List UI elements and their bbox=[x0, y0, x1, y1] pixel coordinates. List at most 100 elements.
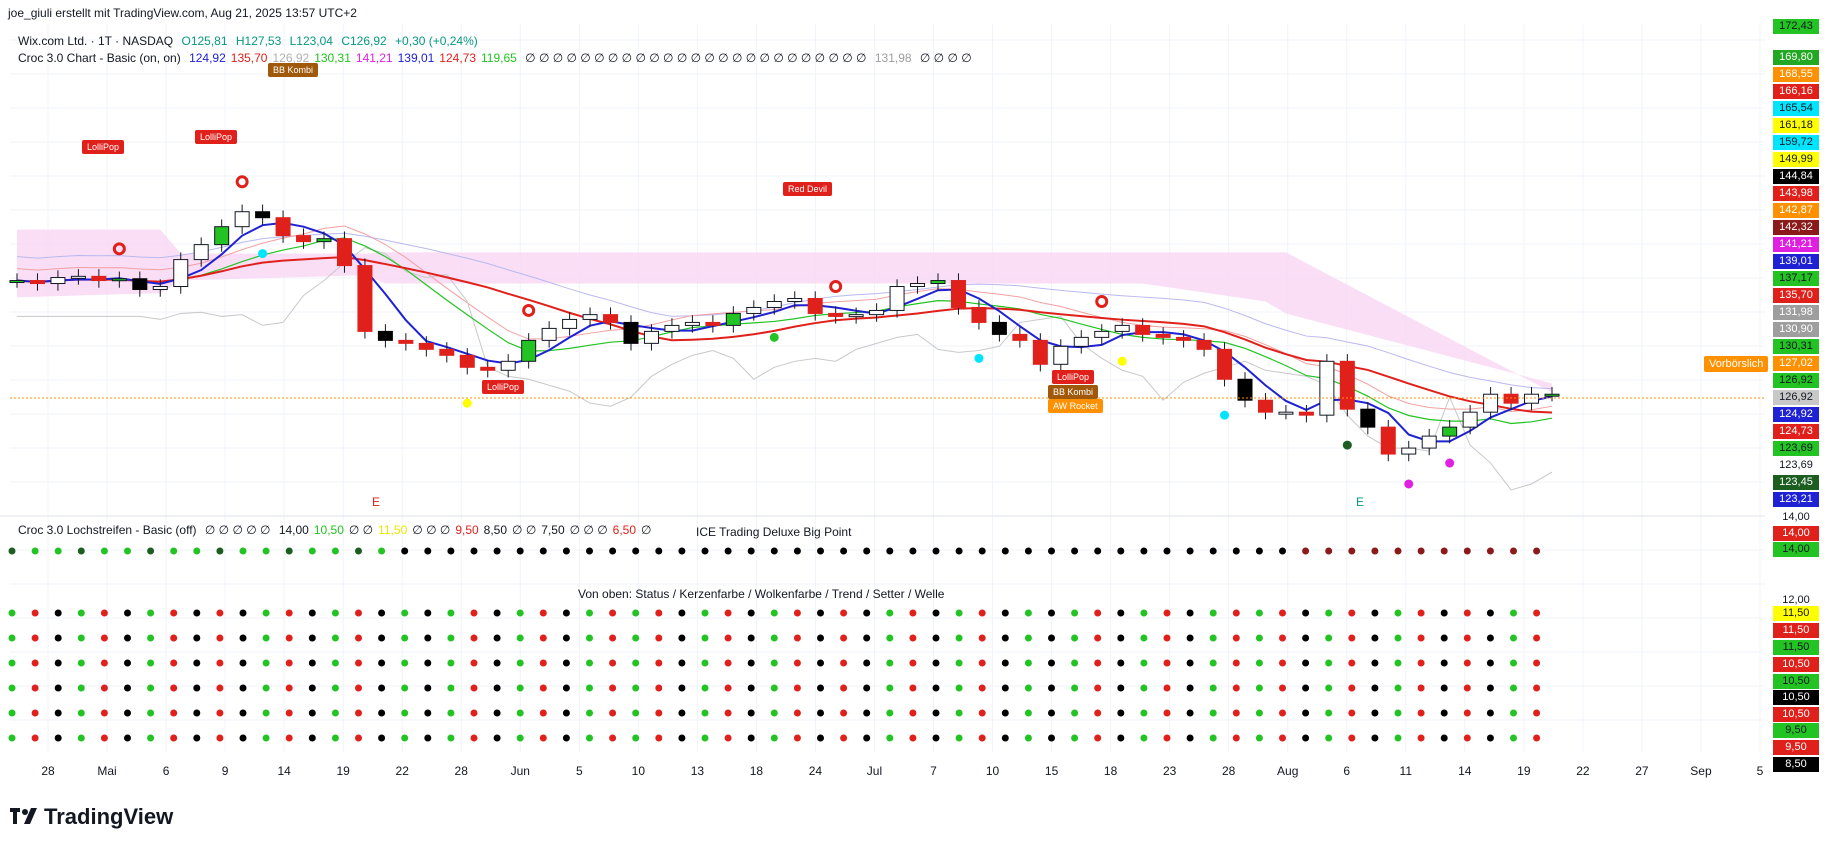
signal-dot bbox=[1117, 356, 1127, 366]
candle-body bbox=[807, 297, 823, 314]
lochstreifen-dot bbox=[424, 634, 432, 642]
price-tag: 142,87 bbox=[1773, 203, 1819, 218]
lochstreifen-dot bbox=[1255, 734, 1263, 742]
lochstreifen-dot bbox=[1394, 634, 1402, 642]
lochstreifen-dot bbox=[955, 684, 963, 692]
indicator-name[interactable]: Croc 3.0 Chart - Basic (on, on) bbox=[18, 51, 181, 65]
lochstreifen-dot bbox=[632, 634, 640, 642]
lower-value-1: 10,50 bbox=[313, 523, 344, 537]
symbol-name[interactable]: Wix.com Ltd. · 1T · NASDAQ bbox=[18, 34, 174, 48]
lochstreifen-dot bbox=[170, 609, 178, 617]
lochstreifen-dot bbox=[701, 684, 709, 692]
lochstreifen-dot bbox=[493, 659, 501, 667]
price-tag: 127,02 bbox=[1773, 356, 1819, 371]
candle-body bbox=[521, 339, 537, 362]
ice-label: ICE Trading Deluxe Big Point bbox=[696, 525, 852, 539]
lochstreifen-dot bbox=[1279, 709, 1286, 717]
lochstreifen-dot bbox=[308, 659, 316, 667]
lochstreifen-dot bbox=[1140, 734, 1148, 742]
lochstreifen-dot bbox=[170, 659, 178, 667]
lochstreifen-dot bbox=[817, 684, 824, 692]
lochstreifen-dot bbox=[1510, 634, 1517, 642]
price-tag: 143,98 bbox=[1773, 186, 1819, 201]
lochstreifen-dot bbox=[1348, 547, 1356, 555]
lochstreifen-dot bbox=[424, 609, 432, 617]
lochstreifen-dot bbox=[470, 609, 478, 617]
lochstreifen-dot bbox=[1302, 709, 1310, 717]
lochstreifen-dot bbox=[331, 709, 339, 717]
lochstreifen-dot bbox=[100, 634, 108, 642]
lochstreifen-dot bbox=[493, 609, 501, 617]
lochstreifen-dot bbox=[909, 547, 917, 555]
candle-body bbox=[91, 275, 107, 282]
lochstreifen-dot bbox=[539, 609, 547, 617]
lochstreifen-dot bbox=[308, 547, 316, 555]
lochstreifen-dot bbox=[1209, 684, 1217, 692]
candle-body bbox=[1032, 339, 1048, 365]
lochstreifen-dot bbox=[1440, 609, 1448, 617]
lochstreifen-dot bbox=[124, 709, 131, 717]
price-tag: 123,45 bbox=[1773, 475, 1819, 490]
lochstreifen-dot bbox=[632, 609, 640, 617]
candle-body bbox=[398, 339, 414, 344]
candle-body bbox=[132, 278, 148, 291]
x-tick-label: 10 bbox=[631, 764, 646, 778]
lochstreifen-dot bbox=[1048, 684, 1055, 692]
lochstreifen-dot bbox=[747, 684, 755, 692]
lochstreifen-dot bbox=[586, 634, 593, 642]
lochstreifen-dot bbox=[1463, 634, 1471, 642]
lochstreifen-dot bbox=[1510, 709, 1517, 717]
lower-indicator-name[interactable]: Croc 3.0 Lochstreifen - Basic (off) bbox=[18, 523, 197, 537]
lower-value-4: ∅ ∅ ∅ bbox=[412, 523, 451, 537]
brand-name: TradingView bbox=[44, 804, 174, 829]
candle-body bbox=[766, 300, 782, 308]
candle-body bbox=[725, 312, 741, 326]
x-tick-label: 5 bbox=[575, 764, 583, 778]
indicator-value-6: 124,73 bbox=[439, 51, 476, 65]
candle-body bbox=[275, 217, 291, 237]
lochstreifen-dot bbox=[1024, 609, 1032, 617]
lochstreifen-dot bbox=[1255, 609, 1263, 617]
lower-tag: 9,50 bbox=[1773, 740, 1819, 755]
lochstreifen-dot bbox=[1209, 709, 1217, 717]
signal-dot bbox=[1445, 458, 1455, 468]
lochstreifen-dot bbox=[447, 634, 455, 642]
lochstreifen-dot bbox=[955, 734, 963, 742]
legend-indicator-row: Croc 3.0 Chart - Basic (on, on) 124,92 13… bbox=[18, 50, 972, 67]
lochstreifen-dot bbox=[77, 684, 85, 692]
lochstreifen-dot bbox=[216, 634, 224, 642]
lochstreifen-dot bbox=[1440, 734, 1448, 742]
lochstreifen-dot bbox=[701, 734, 709, 742]
lower-tag: 8,50 bbox=[1773, 757, 1819, 772]
lochstreifen-dot bbox=[1048, 734, 1055, 742]
lochstreifen-dot bbox=[54, 734, 62, 742]
candle-body bbox=[1135, 324, 1151, 335]
lochstreifen-dot bbox=[100, 547, 108, 555]
candle-body bbox=[603, 314, 619, 323]
lochstreifen-dot bbox=[1533, 609, 1541, 617]
lochstreifen-dot bbox=[539, 734, 547, 742]
lochstreifen-dot bbox=[1486, 609, 1494, 617]
price-tag: 161,18 bbox=[1773, 118, 1819, 133]
lochstreifen-dot bbox=[1140, 547, 1148, 555]
lochstreifen-dot bbox=[1232, 684, 1240, 692]
lochstreifen-dot bbox=[1001, 709, 1009, 717]
lochstreifen-dot bbox=[147, 609, 155, 617]
lochstreifen-dot bbox=[493, 734, 501, 742]
legend-main: Wix.com Ltd. · 1T · NASDAQ O125,81 H127,… bbox=[18, 33, 972, 67]
brand-logo[interactable]: TradingView bbox=[10, 804, 173, 830]
lochstreifen-dot bbox=[447, 709, 455, 717]
lochstreifen-dot bbox=[1140, 684, 1148, 692]
lochstreifen-dot bbox=[285, 709, 293, 717]
lochstreifen-dot bbox=[932, 734, 940, 742]
lochstreifen-dot bbox=[724, 734, 732, 742]
candle-body bbox=[1380, 426, 1396, 455]
lochstreifen-dot bbox=[401, 634, 409, 642]
price-tag: 172,43 bbox=[1773, 19, 1819, 34]
indicator-empties: ∅ ∅ ∅ ∅ ∅ ∅ ∅ ∅ ∅ ∅ ∅ ∅ ∅ ∅ ∅ ∅ ∅ ∅ ∅ ∅ … bbox=[525, 51, 867, 65]
lochstreifen-dot bbox=[1302, 659, 1310, 667]
lochstreifen-dot bbox=[285, 547, 293, 555]
lochstreifen-dot bbox=[401, 734, 409, 742]
lochstreifen-dot bbox=[170, 634, 178, 642]
